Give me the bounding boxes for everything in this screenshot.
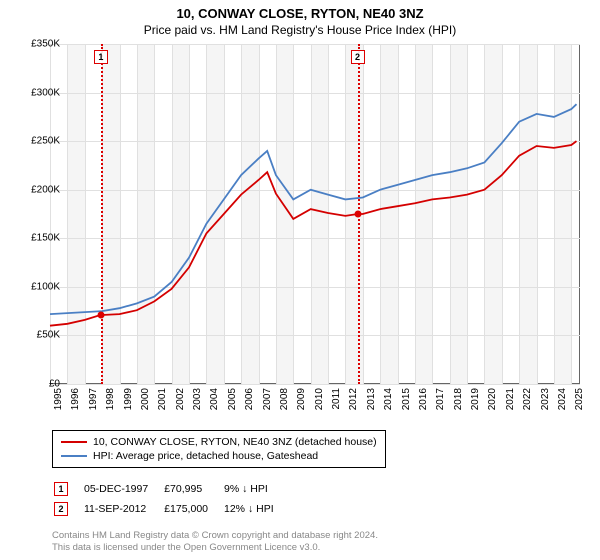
legend-swatch: [61, 455, 87, 457]
x-axis-label: 2016: [418, 388, 429, 410]
x-axis-label: 2015: [401, 388, 412, 410]
legend: 10, CONWAY CLOSE, RYTON, NE40 3NZ (detac…: [52, 430, 386, 468]
series-price_paid: [50, 141, 577, 326]
x-axis-label: 2011: [331, 388, 342, 410]
chart-title: 10, CONWAY CLOSE, RYTON, NE40 3NZ: [0, 0, 600, 21]
sale-price: £70,995: [164, 480, 222, 498]
footer-line: This data is licensed under the Open Gov…: [52, 542, 378, 554]
x-axis-label: 2002: [175, 388, 186, 410]
x-axis-label: 2004: [209, 388, 220, 410]
chart-subtitle: Price paid vs. HM Land Registry's House …: [0, 21, 600, 41]
sale-marker-dot: [354, 211, 361, 218]
sales-table: 1 05-DEC-1997 £70,995 9% ↓ HPI 2 11-SEP-…: [52, 478, 290, 520]
sale-date: 11-SEP-2012: [84, 500, 162, 518]
sale-marker-icon: 1: [54, 482, 68, 496]
footer-attribution: Contains HM Land Registry data © Crown c…: [52, 530, 378, 554]
y-axis-label: £250K: [16, 136, 60, 147]
x-axis-label: 1997: [88, 388, 99, 410]
y-axis-label: £150K: [16, 233, 60, 244]
sale-date: 05-DEC-1997: [84, 480, 162, 498]
sale-price: £175,000: [164, 500, 222, 518]
table-row: 1 05-DEC-1997 £70,995 9% ↓ HPI: [54, 480, 288, 498]
y-axis-label: £200K: [16, 184, 60, 195]
sale-pct: 9% ↓ HPI: [224, 480, 288, 498]
x-axis-label: 2024: [557, 388, 568, 410]
legend-label: 10, CONWAY CLOSE, RYTON, NE40 3NZ (detac…: [93, 436, 377, 448]
x-axis-label: 2019: [470, 388, 481, 410]
y-axis-label: £100K: [16, 281, 60, 292]
x-axis-label: 2022: [522, 388, 533, 410]
x-axis-label: 2008: [279, 388, 290, 410]
x-axis-label: 2010: [314, 388, 325, 410]
x-axis-label: 2007: [262, 388, 273, 410]
chart-container: 10, CONWAY CLOSE, RYTON, NE40 3NZ Price …: [0, 0, 600, 560]
x-axis-label: 2003: [192, 388, 203, 410]
x-axis-label: 2018: [453, 388, 464, 410]
legend-swatch: [61, 441, 87, 443]
y-axis-label: £350K: [16, 39, 60, 50]
x-axis-label: 2009: [296, 388, 307, 410]
x-axis-label: 2006: [244, 388, 255, 410]
x-axis-label: 1998: [105, 388, 116, 410]
legend-label: HPI: Average price, detached house, Gate…: [93, 450, 318, 462]
x-axis-label: 2000: [140, 388, 151, 410]
x-axis-label: 2021: [505, 388, 516, 410]
footer-line: Contains HM Land Registry data © Crown c…: [52, 530, 378, 542]
x-axis-label: 2014: [383, 388, 394, 410]
chart-area: 12: [50, 44, 580, 384]
sale-marker-dot: [97, 312, 104, 319]
x-axis-label: 2005: [227, 388, 238, 410]
x-axis-label: 2001: [157, 388, 168, 410]
x-axis-label: 2017: [435, 388, 446, 410]
y-axis-label: £50K: [16, 330, 60, 341]
chart-lines: [50, 44, 580, 384]
x-axis-label: 1995: [53, 388, 64, 410]
legend-item-price-paid: 10, CONWAY CLOSE, RYTON, NE40 3NZ (detac…: [61, 435, 377, 449]
x-axis-label: 2023: [540, 388, 551, 410]
x-axis-label: 2025: [574, 388, 585, 410]
table-row: 2 11-SEP-2012 £175,000 12% ↓ HPI: [54, 500, 288, 518]
x-axis-label: 1999: [123, 388, 134, 410]
x-axis-label: 2013: [366, 388, 377, 410]
sale-marker-icon: 2: [54, 502, 68, 516]
x-axis-label: 2020: [487, 388, 498, 410]
y-axis-label: £300K: [16, 87, 60, 98]
legend-item-hpi: HPI: Average price, detached house, Gate…: [61, 449, 377, 463]
sale-pct: 12% ↓ HPI: [224, 500, 288, 518]
x-axis-label: 1996: [70, 388, 81, 410]
x-axis-label: 2012: [348, 388, 359, 410]
